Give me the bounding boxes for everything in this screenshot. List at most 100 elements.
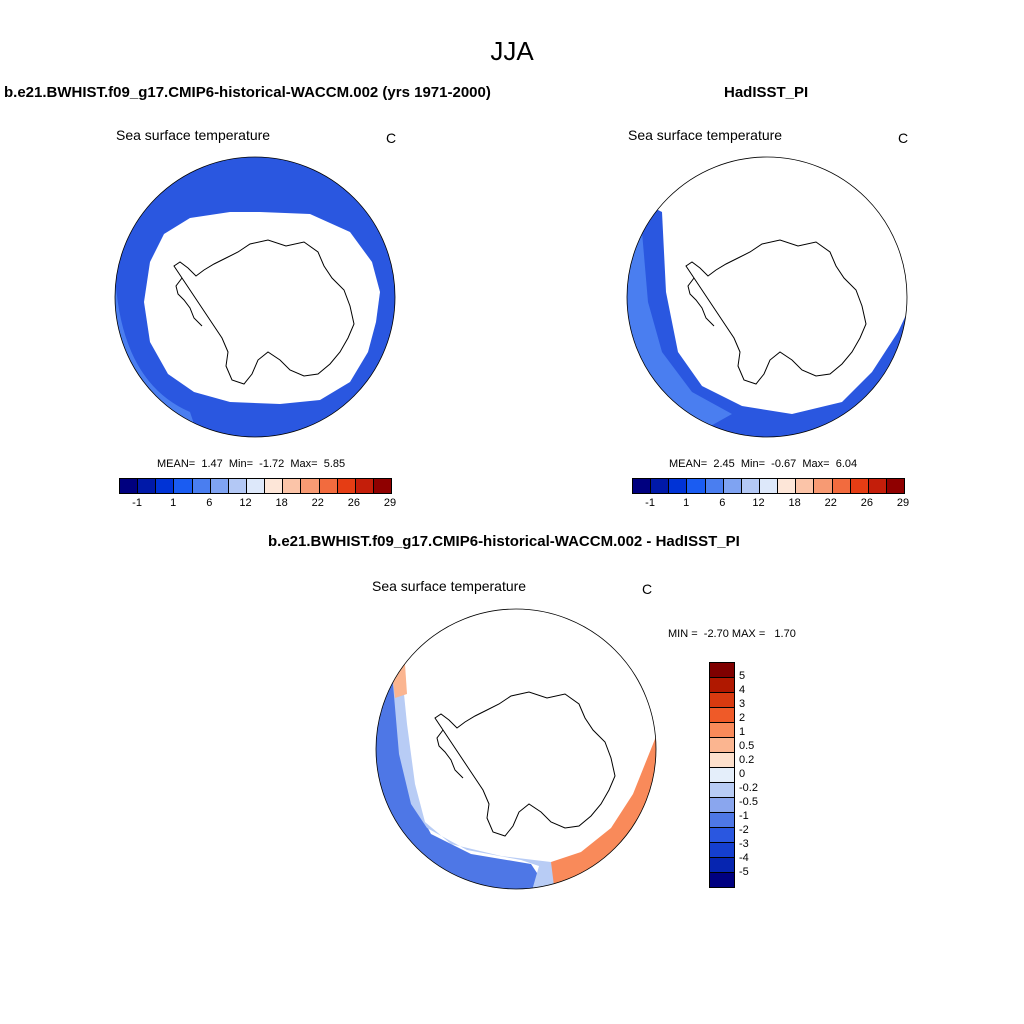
- diff-negative-region: [376, 664, 551, 889]
- colorbar-swatch: [813, 479, 832, 493]
- colorbar-swatch: [704, 479, 723, 493]
- colorbar-tick-label: -0.5: [739, 796, 758, 808]
- model-mean: 1.47: [201, 458, 223, 470]
- model-colorbar-labels: -1 1 6 12 18 22 26 29: [119, 497, 396, 511]
- colorbar-swatch: [710, 707, 734, 722]
- colorbar-swatch: [372, 479, 392, 493]
- model-polar-map: [114, 156, 396, 438]
- colorbar-swatch: [650, 479, 669, 493]
- colorbar-tick-label: 1: [170, 497, 177, 509]
- diff-colorbar-labels: 5 4 3 2 1 0.5 0.2 0 -0.2 -0.5 -1 -2 -3 -4 -5: [739, 662, 769, 886]
- obs-stats: MEAN= 2.45 Min= -0.67 Max= 6.04: [669, 458, 858, 470]
- model-stats: MEAN= 1.47 Min= -1.72 Max= 5.85: [157, 458, 346, 470]
- obs-units-label: C: [898, 130, 909, 146]
- colorbar-tick-label: 29: [383, 497, 397, 509]
- diff-min: -2.70: [703, 628, 729, 640]
- colorbar-tick-label: 29: [896, 497, 910, 509]
- model-colorbar: [119, 478, 392, 494]
- map-boundary: [626, 156, 908, 438]
- map-boundary: [114, 156, 396, 438]
- colorbar-swatch: [758, 479, 778, 493]
- colorbar-swatch: [710, 842, 734, 857]
- colorbar-swatch: [710, 663, 734, 677]
- colorbar-swatch: [710, 722, 734, 737]
- colorbar-swatch: [710, 677, 734, 692]
- colorbar-swatch: [722, 479, 741, 493]
- diff-units-label: C: [642, 581, 653, 597]
- colorbar-swatch: [318, 479, 337, 493]
- colorbar-tick-label: 12: [752, 497, 765, 509]
- diff-polar-map: [375, 608, 657, 890]
- diff-variable-label: Sea surface temperature: [372, 578, 527, 594]
- antarctica-coastline: [173, 239, 355, 385]
- colorbar-tick-label: 1: [683, 497, 690, 509]
- obs-colorbar-labels: -1 1 6 12 18 22 26 29: [632, 497, 909, 511]
- colorbar-tick-label: -1: [645, 497, 655, 509]
- colorbar-swatch: [867, 479, 886, 493]
- obs-variable-label: Sea surface temperature: [628, 127, 783, 143]
- colorbar-tick-label: 5: [739, 670, 746, 682]
- colorbar-tick-label: -5: [739, 866, 749, 878]
- colorbar-swatch: [209, 479, 228, 493]
- colorbar-tick-label: 0.5: [739, 740, 755, 752]
- colorbar-swatch: [710, 797, 734, 812]
- antarctica-coastline: [685, 239, 867, 385]
- figure-title: JJA: [490, 36, 534, 66]
- obs-colorbar: [632, 478, 905, 494]
- colorbar-swatch: [795, 479, 814, 493]
- colorbar-swatch: [282, 479, 301, 493]
- colorbar-tick-label: 4: [739, 684, 746, 696]
- colorbar-swatch: [245, 479, 265, 493]
- diff-near-zero-region: [393, 664, 561, 889]
- colorbar-tick-label: 12: [239, 497, 252, 509]
- colorbar-tick-label: 22: [311, 497, 324, 509]
- diff-colorbar: [709, 662, 735, 888]
- colorbar-tick-label: -1: [739, 810, 749, 822]
- model-min: -1.72: [259, 458, 285, 470]
- colorbar-tick-label: 6: [719, 497, 726, 509]
- colorbar-swatch: [300, 479, 319, 493]
- map-boundary: [375, 608, 657, 890]
- diff-max: 1.70: [774, 628, 796, 640]
- colorbar-swatch: [137, 479, 156, 493]
- obs-max: 6.04: [835, 458, 858, 470]
- colorbar-swatch: [777, 479, 796, 493]
- colorbar-tick-label: 18: [275, 497, 288, 509]
- colorbar-tick-label: -3: [739, 838, 749, 850]
- obs-min: -0.67: [771, 458, 797, 470]
- colorbar-swatch: [740, 479, 759, 493]
- colorbar-swatch: [686, 479, 705, 493]
- colorbar-swatch: [710, 692, 734, 707]
- colorbar-swatch: [710, 752, 734, 767]
- colorbar-swatch: [885, 479, 905, 493]
- colorbar-swatch: [849, 479, 868, 493]
- colorbar-tick-label: -4: [739, 852, 749, 864]
- model-units-label: C: [386, 130, 397, 146]
- colorbar-swatch: [173, 479, 192, 493]
- colorbar-tick-label: -0.2: [739, 782, 758, 794]
- obs-polar-map: [626, 156, 908, 438]
- obs-mean: 2.45: [713, 458, 735, 470]
- diff-panel-title: b.e21.BWHIST.f09_g17.CMIP6-historical-WA…: [268, 533, 740, 550]
- colorbar-swatch: [710, 767, 734, 782]
- colorbar-swatch: [336, 479, 355, 493]
- colorbar-tick-label: 22: [824, 497, 837, 509]
- colorbar-swatch: [710, 872, 734, 887]
- antarctica-coastline: [434, 691, 616, 837]
- diff-stats: MIN = -2.70 MAX = 1.70: [668, 628, 796, 640]
- colorbar-tick-label: 0: [739, 768, 746, 780]
- colorbar-tick-label: 18: [788, 497, 801, 509]
- colorbar-swatch: [633, 479, 651, 493]
- colorbar-tick-label: 0.2: [739, 754, 755, 766]
- colorbar-swatch: [264, 479, 283, 493]
- colorbar-tick-label: -2: [739, 824, 749, 836]
- colorbar-swatch: [831, 479, 850, 493]
- colorbar-swatch: [710, 857, 734, 872]
- colorbar-tick-label: 26: [860, 497, 873, 509]
- colorbar-swatch: [227, 479, 246, 493]
- obs-panel-title: HadISST_PI: [724, 84, 809, 101]
- colorbar-tick-label: 26: [347, 497, 360, 509]
- model-variable-label: Sea surface temperature: [116, 127, 271, 143]
- colorbar-tick-label: -1: [132, 497, 142, 509]
- colorbar-tick-label: 2: [739, 712, 746, 724]
